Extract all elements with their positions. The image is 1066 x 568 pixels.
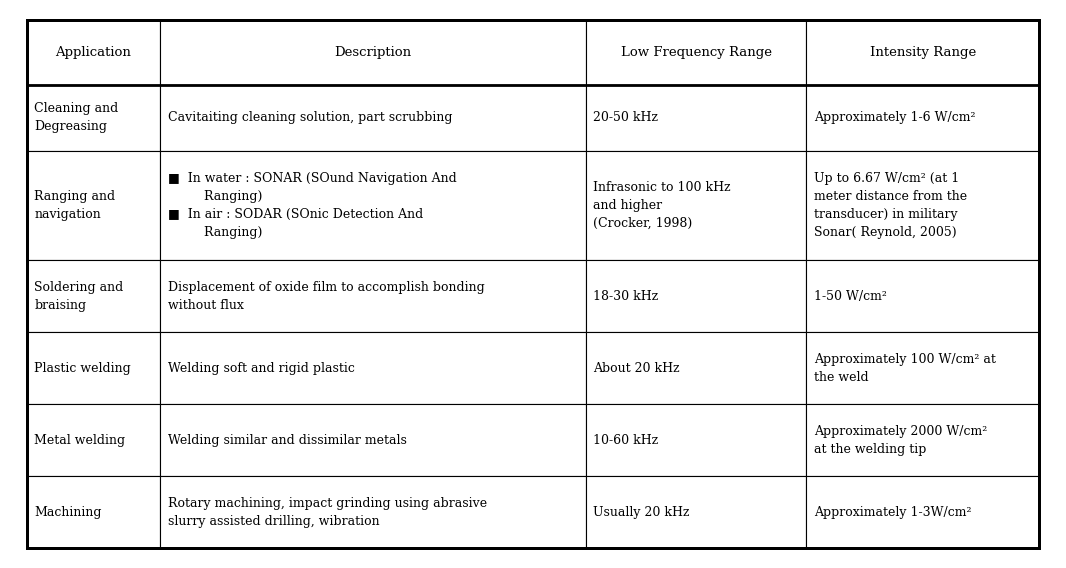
Text: Plastic welding: Plastic welding <box>34 362 131 375</box>
Text: Application: Application <box>55 45 131 59</box>
Text: Welding soft and rigid plastic: Welding soft and rigid plastic <box>167 362 355 375</box>
Bar <box>27 20 160 85</box>
Text: Welding similar and dissimilar metals: Welding similar and dissimilar metals <box>167 434 406 446</box>
Bar <box>806 476 1039 548</box>
Bar <box>27 404 160 476</box>
Bar <box>27 332 160 404</box>
Text: Approximately 1-3W/cm²: Approximately 1-3W/cm² <box>814 506 971 519</box>
Text: Machining: Machining <box>34 506 101 519</box>
Text: ■  In water : SONAR (SOund Navigation And
         Ranging)
■  In air : SODAR (S: ■ In water : SONAR (SOund Navigation And… <box>167 172 456 239</box>
Text: Low Frequency Range: Low Frequency Range <box>620 45 772 59</box>
Bar <box>806 260 1039 332</box>
Text: Cavitaiting cleaning solution, part scrubbing: Cavitaiting cleaning solution, part scru… <box>167 111 452 124</box>
Text: Approximately 2000 W/cm²
at the welding tip: Approximately 2000 W/cm² at the welding … <box>814 425 987 456</box>
Text: About 20 kHz: About 20 kHz <box>593 362 680 375</box>
Bar <box>160 151 585 260</box>
Text: Infrasonic to 100 kHz
and higher
(Crocker, 1998): Infrasonic to 100 kHz and higher (Crocke… <box>593 181 731 230</box>
Text: 18-30 kHz: 18-30 kHz <box>593 290 659 303</box>
Text: Metal welding: Metal welding <box>34 434 125 446</box>
Text: Cleaning and
Degreasing: Cleaning and Degreasing <box>34 102 118 133</box>
Bar <box>806 151 1039 260</box>
Bar <box>585 332 806 404</box>
Bar <box>27 85 160 151</box>
Bar <box>585 151 806 260</box>
Bar <box>160 20 585 85</box>
Text: Intensity Range: Intensity Range <box>870 45 976 59</box>
Bar <box>585 85 806 151</box>
Bar <box>27 151 160 260</box>
Bar <box>806 332 1039 404</box>
Text: 10-60 kHz: 10-60 kHz <box>593 434 659 446</box>
Bar <box>806 20 1039 85</box>
Text: Approximately 1-6 W/cm²: Approximately 1-6 W/cm² <box>814 111 975 124</box>
Text: Up to 6.67 W/cm² (at 1
meter distance from the
transducer) in military
Sonar( Re: Up to 6.67 W/cm² (at 1 meter distance fr… <box>814 172 967 239</box>
Bar <box>806 85 1039 151</box>
Bar <box>585 20 806 85</box>
Bar <box>27 260 160 332</box>
Bar <box>585 476 806 548</box>
Bar <box>160 85 585 151</box>
Text: Ranging and
navigation: Ranging and navigation <box>34 190 115 221</box>
Text: Description: Description <box>335 45 411 59</box>
Text: 1-50 W/cm²: 1-50 W/cm² <box>814 290 887 303</box>
Text: 20-50 kHz: 20-50 kHz <box>593 111 658 124</box>
Bar <box>585 260 806 332</box>
Text: Displacement of oxide film to accomplish bonding
without flux: Displacement of oxide film to accomplish… <box>167 281 485 312</box>
Bar <box>160 404 585 476</box>
Text: Soldering and
braising: Soldering and braising <box>34 281 124 312</box>
Text: Rotary machining, impact grinding using abrasive
slurry assisted drilling, wibra: Rotary machining, impact grinding using … <box>167 496 487 528</box>
Bar <box>160 476 585 548</box>
Bar <box>160 332 585 404</box>
Text: Approximately 100 W/cm² at
the weld: Approximately 100 W/cm² at the weld <box>814 353 996 384</box>
Bar <box>806 404 1039 476</box>
Bar <box>160 260 585 332</box>
Bar <box>585 404 806 476</box>
Text: Usually 20 kHz: Usually 20 kHz <box>593 506 690 519</box>
Bar <box>27 476 160 548</box>
